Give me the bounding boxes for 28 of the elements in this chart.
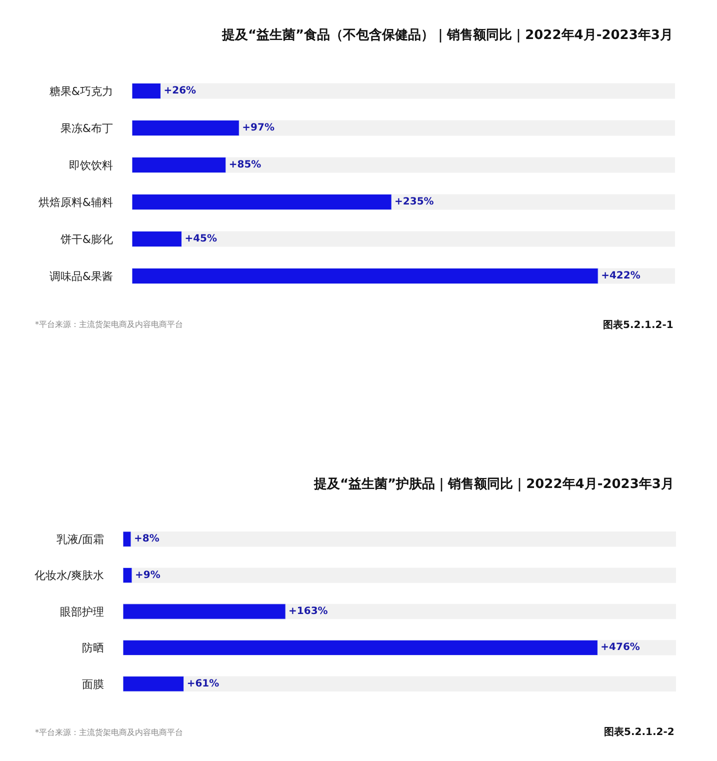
y-tick-label: 乳液/面霜: [56, 532, 104, 546]
data-label: +26%: [164, 86, 196, 96]
data-label: +235%: [394, 196, 434, 208]
data-label: +61%: [186, 678, 220, 690]
data-label: +97%: [242, 122, 274, 134]
data-label: +85%: [228, 160, 262, 170]
y-tick-label: 果冻&布丁: [60, 122, 113, 135]
data-label: +45%: [184, 234, 218, 244]
data-label: +8%: [134, 534, 160, 545]
y-tick-label: 调味品&果酱: [49, 270, 113, 283]
data-label: +163%: [288, 606, 328, 617]
y-tick-label: 防晒: [82, 642, 104, 655]
data-label: +9%: [134, 570, 160, 581]
y-tick-label: 糖果&巧克力: [49, 84, 113, 98]
chart-title: 提及“益生菌”食品（不包含保健品）｜销售额同比｜2022年4月-2023年3月: [221, 27, 673, 43]
text: *平台来源：主流货架电商及内容电商平台: [35, 320, 183, 329]
y-tick-label: 眼部护理: [60, 605, 104, 618]
y-tick-label: 即饮饮料: [69, 158, 113, 172]
text: *平台来源：主流货架电商及内容电商平台: [35, 728, 183, 737]
chart-title: 提及“益生菌”护肤品｜销售额同比｜2022年4月-2023年3月: [313, 476, 674, 492]
y-tick-label: 面膜: [82, 678, 104, 691]
data-label: +476%: [600, 642, 640, 654]
y-tick-label: 烘焙原料&辅料: [38, 196, 113, 209]
y-tick-label: 化妆水/爽肤水: [34, 569, 104, 582]
text: 图表5.2.1.2-2: [604, 726, 674, 738]
data-label: +422%: [601, 270, 640, 282]
text: 图表5.2.1.2-1: [603, 319, 674, 331]
y-tick-label: 饼干&膨化: [59, 232, 113, 246]
